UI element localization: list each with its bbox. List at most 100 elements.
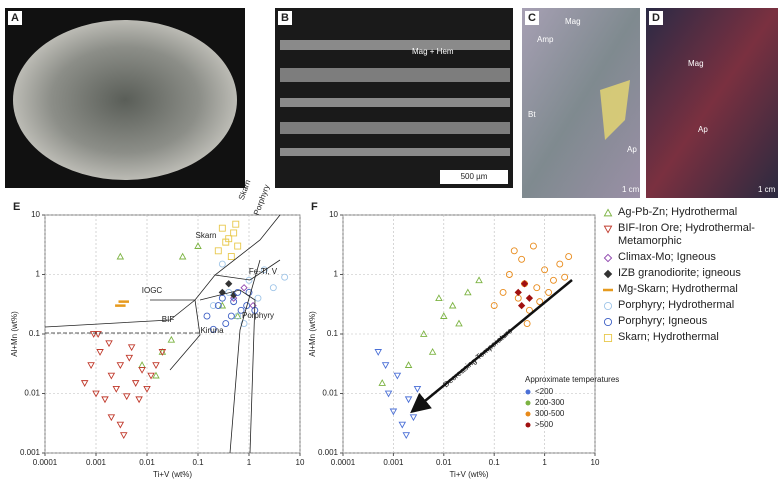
legend-label: Mg-Skarn; Hydrothermal [618, 283, 738, 296]
annotation: Porphyry [242, 311, 274, 320]
y-tick-label: 10 [31, 210, 40, 219]
legend-entry: Ag-Pb-Zn; Hydrothermal [603, 206, 778, 219]
marker [604, 226, 611, 232]
y-tick-label: 0.01 [322, 389, 338, 398]
photo-note: Mag [565, 17, 581, 26]
x-axis-title: Ti+V (wt%) [449, 470, 488, 479]
legend: Ag-Pb-Zn; Hydrothermal BIF-Iron Ore; Hydr… [603, 206, 778, 347]
page: A B Mag + Hem 500 µm C Mag Amp Bt Ap 1 c… [0, 0, 780, 482]
photo-note: Mag + Hem [412, 47, 454, 56]
photo-note: Ap [698, 125, 708, 134]
rock [13, 20, 237, 180]
x-tick-label: 0.01 [139, 458, 155, 467]
y-tick-label: 0.001 [318, 448, 339, 457]
y-axis-title: Al+Mn (wt%) [308, 311, 317, 357]
panel-label: D [652, 12, 660, 24]
x-tick-label: 0.01 [436, 458, 452, 467]
legend-label: Porphyry; Hydrothermal [618, 299, 734, 312]
x-tick-label: 1 [247, 458, 252, 467]
legend-entry: Porphyry; Igneous [603, 315, 778, 328]
y-tick-label: 1 [36, 270, 41, 279]
band [280, 98, 510, 107]
annotation: IOGC [142, 286, 163, 295]
y-tick-label: 0.01 [24, 389, 40, 398]
photo-note: Bt [528, 110, 536, 119]
legend-label: Porphyry; Igneous [618, 315, 707, 328]
legend-marker [603, 333, 613, 343]
annotation: BIF [162, 315, 175, 324]
x-tick-label: 10 [591, 458, 600, 467]
annotation: Fe-Ti, V [249, 267, 278, 276]
x-tick-label: 0.0001 [33, 458, 58, 467]
y-tick-label: 0.1 [29, 329, 41, 338]
annotation: Kiruna [200, 326, 224, 335]
marker [116, 305, 126, 307]
band [280, 122, 510, 134]
photo-note: Ap [627, 145, 637, 154]
band [280, 68, 510, 82]
panel-label: F [311, 201, 318, 213]
panel-label: A [11, 12, 19, 24]
legend-marker [603, 301, 613, 311]
legend-label: Ag-Pb-Zn; Hydrothermal [618, 206, 737, 219]
marker [604, 334, 611, 341]
legend-swatch [526, 412, 531, 417]
annotation: Porphyry [252, 183, 271, 216]
legend-marker [603, 269, 613, 279]
y-tick-label: 1 [334, 270, 339, 279]
photo-note: Amp [537, 35, 554, 44]
y-tick-label: 0.001 [20, 448, 41, 457]
legend-entry: BIF-Iron Ore; Hydrothermal-Metamorphic [603, 222, 778, 248]
x-tick-label: 1 [542, 458, 547, 467]
legend-entry: IZB granodiorite; igneous [603, 267, 778, 280]
legend-swatch [526, 390, 531, 395]
legend-label: BIF-Iron Ore; Hydrothermal-Metamorphic [618, 222, 778, 248]
marker [119, 301, 129, 303]
x-tick-label: 0.1 [489, 458, 501, 467]
legend-label: Skarn; Hydrothermal [618, 331, 719, 344]
x-axis-title: Ti+V (wt%) [153, 470, 192, 479]
legend-swatch [526, 423, 531, 428]
x-tick-label: 0.001 [383, 458, 404, 467]
panel-label: E [13, 201, 20, 213]
legend-title: Approximate temperatures [525, 375, 619, 384]
legend-entry: Porphyry; Hydrothermal [603, 299, 778, 312]
legend-label: Climax-Mo; Igneous [618, 251, 716, 264]
panel-label: C [528, 12, 536, 24]
legend-swatch [526, 401, 531, 406]
photo-note: 1 cm [758, 185, 776, 194]
photo-note: Mag [688, 59, 704, 68]
marker [603, 289, 613, 291]
marker [604, 302, 611, 309]
x-tick-label: 10 [296, 458, 305, 467]
annotation: Skarn [196, 231, 217, 240]
legend-marker [603, 224, 613, 234]
x-tick-label: 0.1 [192, 458, 204, 467]
legend-entry: Climax-Mo; Igneous [603, 251, 778, 264]
y-tick-label: 0.1 [327, 329, 339, 338]
y-tick-label: 10 [329, 210, 338, 219]
marker [604, 318, 611, 325]
legend-marker [603, 285, 613, 295]
legend-label: 200-300 [535, 398, 565, 407]
legend-label: >500 [535, 420, 554, 429]
legend-entry: Mg-Skarn; Hydrothermal [603, 283, 778, 296]
panel-label: B [281, 12, 289, 24]
y-axis-title: Al+Mn (wt%) [10, 311, 19, 357]
legend-label: IZB granodiorite; igneous [618, 267, 741, 280]
x-tick-label: 0.001 [86, 458, 107, 467]
band [280, 148, 510, 156]
marker [604, 254, 611, 261]
legend-entry: Skarn; Hydrothermal [603, 331, 778, 344]
scale-label: 500 µm [461, 172, 488, 181]
photo-d [646, 8, 778, 198]
legend-label: 300-500 [535, 409, 565, 418]
legend-label: <200 [535, 387, 554, 396]
marker [604, 209, 611, 215]
band [280, 40, 510, 50]
legend-marker [603, 208, 613, 218]
x-tick-label: 0.0001 [331, 458, 356, 467]
marker [604, 270, 611, 277]
legend-marker [603, 317, 613, 327]
photo-note: 1 cm [622, 185, 640, 194]
